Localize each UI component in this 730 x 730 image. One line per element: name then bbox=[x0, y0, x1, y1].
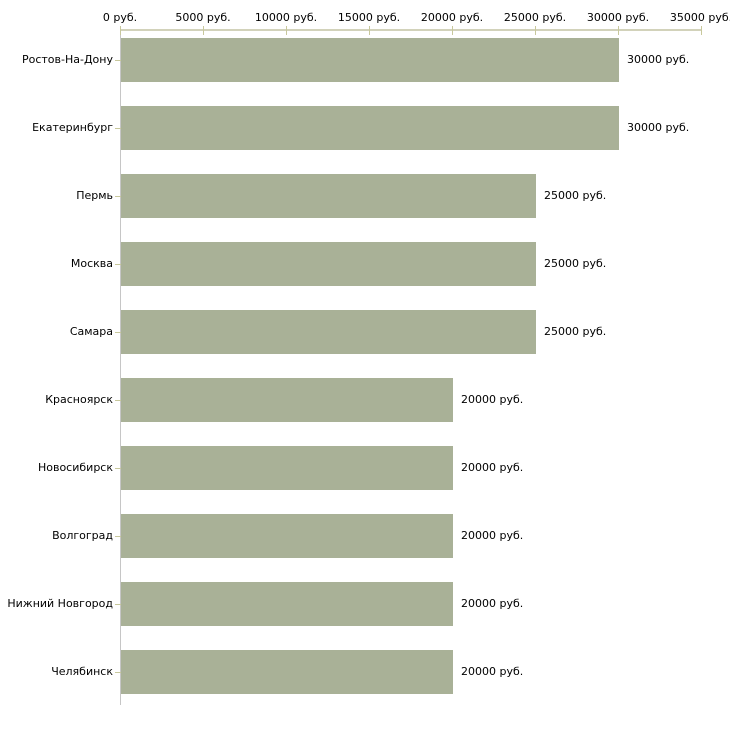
bar bbox=[121, 378, 453, 422]
x-tick-mark bbox=[618, 26, 619, 35]
value-label: 20000 руб. bbox=[461, 461, 524, 474]
value-label: 25000 руб. bbox=[544, 189, 607, 202]
y-tick-mark bbox=[115, 60, 121, 61]
category-label: Ростов-На-Дону bbox=[21, 53, 113, 66]
value-label: 30000 руб. bbox=[627, 121, 690, 134]
x-tick-label: 25000 руб. bbox=[503, 11, 567, 24]
category-label: Красноярск bbox=[45, 393, 113, 406]
category-label: Пермь bbox=[76, 189, 113, 202]
x-tick-label: 10000 руб. bbox=[254, 11, 318, 24]
x-axis-line bbox=[120, 29, 701, 31]
bar bbox=[121, 650, 453, 694]
y-tick-mark bbox=[115, 400, 121, 401]
y-tick-mark bbox=[115, 332, 121, 333]
y-tick-mark bbox=[115, 672, 121, 673]
bar bbox=[121, 174, 536, 218]
y-tick-mark bbox=[115, 468, 121, 469]
category-label: Нижний Новгород bbox=[7, 597, 113, 610]
x-tick-mark bbox=[452, 26, 453, 35]
value-label: 30000 руб. bbox=[627, 53, 690, 66]
category-label: Новосибирск bbox=[37, 461, 113, 474]
x-tick-mark bbox=[369, 26, 370, 35]
x-tick-mark bbox=[120, 26, 121, 35]
value-label: 20000 руб. bbox=[461, 597, 524, 610]
y-tick-mark bbox=[115, 604, 121, 605]
x-tick-mark bbox=[286, 26, 287, 35]
value-label: 20000 руб. bbox=[461, 393, 524, 406]
x-tick-mark bbox=[535, 26, 536, 35]
x-tick-label: 0 руб. bbox=[102, 11, 138, 24]
x-tick-mark bbox=[203, 26, 204, 35]
x-tick-label: 30000 руб. bbox=[586, 11, 650, 24]
value-label: 20000 руб. bbox=[461, 529, 524, 542]
category-label: Самара bbox=[69, 325, 113, 338]
category-label: Челябинск bbox=[51, 665, 113, 678]
x-tick-label: 35000 руб. bbox=[669, 11, 730, 24]
y-tick-mark bbox=[115, 264, 121, 265]
y-tick-mark bbox=[115, 196, 121, 197]
y-tick-mark bbox=[115, 536, 121, 537]
y-axis-line bbox=[120, 29, 121, 705]
value-label: 20000 руб. bbox=[461, 665, 524, 678]
bar bbox=[121, 38, 619, 82]
category-label: Москва bbox=[70, 257, 113, 270]
bar bbox=[121, 242, 536, 286]
x-tick-label: 5000 руб. bbox=[175, 11, 231, 24]
bar bbox=[121, 582, 453, 626]
value-label: 25000 руб. bbox=[544, 325, 607, 338]
x-tick-mark bbox=[701, 26, 702, 35]
x-tick-label: 15000 руб. bbox=[337, 11, 401, 24]
category-label: Волгоград bbox=[52, 529, 113, 542]
bar bbox=[121, 514, 453, 558]
category-label: Екатеринбург bbox=[32, 121, 113, 134]
bar bbox=[121, 446, 453, 490]
x-tick-label: 20000 руб. bbox=[420, 11, 484, 24]
bar bbox=[121, 106, 619, 150]
value-label: 25000 руб. bbox=[544, 257, 607, 270]
y-tick-mark bbox=[115, 128, 121, 129]
bar bbox=[121, 310, 536, 354]
